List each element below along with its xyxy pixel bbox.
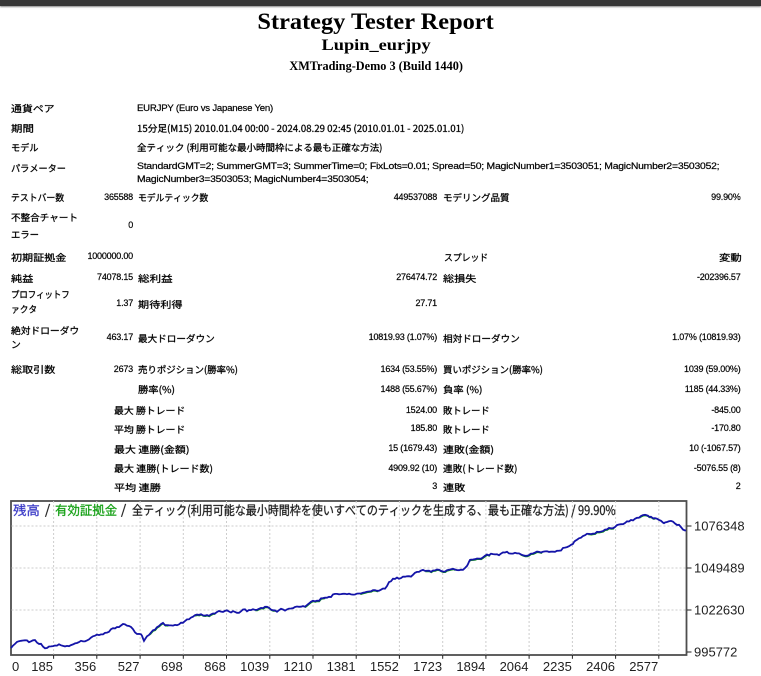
svg-text:1210: 1210	[283, 659, 312, 674]
svg-text:995772: 995772	[694, 645, 737, 660]
svg-text:356: 356	[74, 659, 96, 674]
svg-text:527: 527	[118, 659, 140, 674]
svg-text:1723: 1723	[413, 659, 442, 674]
svg-text:2577: 2577	[629, 659, 658, 674]
svg-text:868: 868	[204, 659, 226, 674]
svg-text:185: 185	[31, 659, 53, 674]
svg-text:1022630: 1022630	[694, 603, 745, 618]
svg-text:1894: 1894	[456, 659, 485, 674]
svg-text:2064: 2064	[500, 659, 529, 674]
svg-text:0: 0	[12, 659, 19, 674]
svg-text:2406: 2406	[586, 659, 615, 674]
svg-text:698: 698	[161, 659, 183, 674]
svg-text:2235: 2235	[543, 659, 572, 674]
svg-text:1049489: 1049489	[694, 561, 745, 576]
svg-text:1039: 1039	[240, 659, 269, 674]
svg-text:1552: 1552	[370, 659, 399, 674]
svg-text:1076348: 1076348	[694, 519, 745, 534]
svg-text:1381: 1381	[327, 659, 356, 674]
